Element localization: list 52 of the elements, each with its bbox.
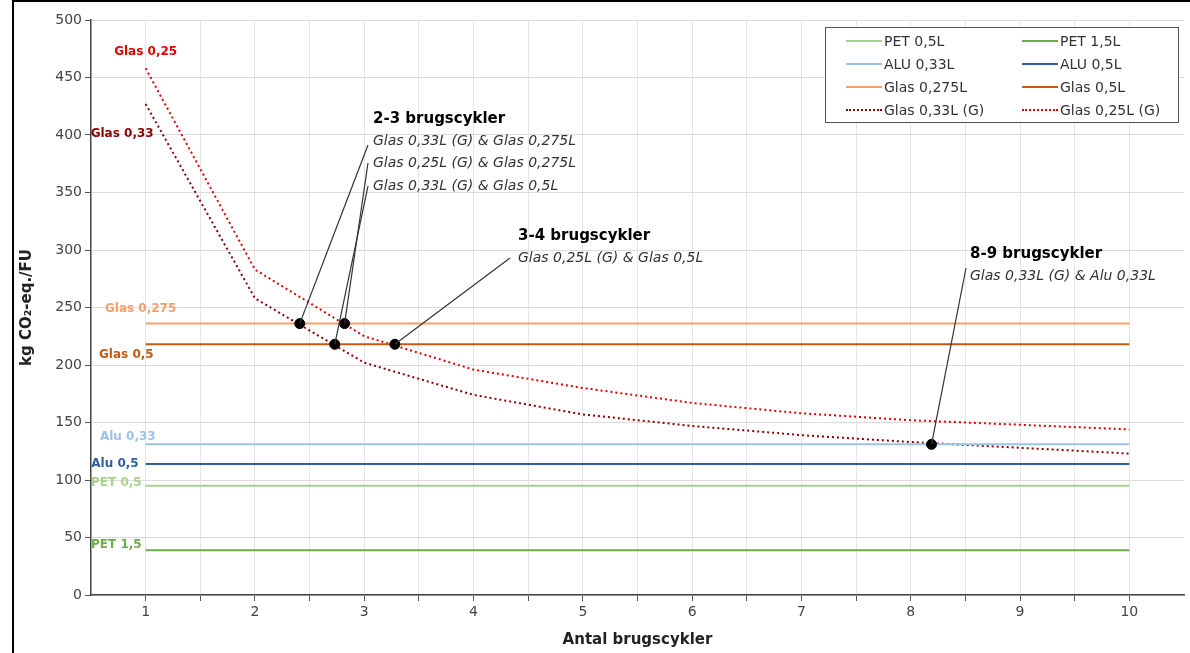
x-tick-label: 2	[250, 603, 260, 620]
legend-label: Glas 0,5L	[1060, 78, 1126, 95]
x-tick-label: 6	[687, 603, 697, 620]
y-tick-label: 450	[55, 68, 82, 85]
x-axis-title: Antal brugscykler	[562, 629, 713, 648]
x-tick-label: 10	[1120, 603, 1139, 620]
annotation: Glas 0,25L (G) & Glas 0,275L	[373, 153, 577, 170]
annotation: Glas 0,33L (G) & Alu 0,33L	[970, 266, 1156, 283]
annotation: Glas 0,33L (G) & Glas 0,5L	[373, 176, 559, 193]
legend-label: ALU 0,33L	[884, 55, 955, 72]
annotation: Alu 0,5	[91, 456, 139, 471]
legend-label: ALU 0,5L	[1060, 55, 1122, 72]
annotation: Glas 0,33L (G) & Glas 0,275L	[373, 131, 577, 148]
y-tick-label: 150	[55, 413, 82, 430]
legend-label: Glas 0,275L	[884, 78, 967, 95]
point	[339, 318, 351, 330]
legend-label: PET 1,5L	[1060, 32, 1121, 49]
legend-label: PET 0,5L	[884, 32, 945, 49]
annotation: Glas 0,25	[114, 44, 178, 59]
point	[294, 318, 306, 330]
annotation: 3-4 brugscykler	[518, 225, 651, 244]
point	[389, 338, 401, 350]
x-tick-label: 3	[359, 603, 369, 620]
y-tick-label: 300	[55, 240, 82, 257]
annotation: Alu 0,33	[99, 429, 156, 444]
point	[329, 338, 341, 350]
point	[926, 438, 938, 450]
annotation: Glas 0,33	[90, 126, 154, 141]
y-tick-label: 400	[55, 125, 82, 142]
annotation: Glas 0,275	[104, 300, 177, 315]
x-tick-label: 7	[796, 603, 806, 620]
y-tick-label: 500	[55, 10, 82, 27]
y-axis-title: kg CO₂-eq./FU	[16, 248, 35, 367]
legend-label: Glas 0,33L (G)	[884, 101, 985, 118]
x-tick-label: 1	[141, 603, 151, 620]
annotation: PET 0,5	[91, 474, 142, 489]
x-tick-label: 9	[1015, 603, 1025, 620]
y-tick-label: 250	[55, 298, 82, 315]
y-tick-label: 50	[64, 528, 82, 545]
x-tick-label: 4	[469, 603, 479, 620]
y-tick-label: 200	[55, 355, 82, 372]
legend-label: Glas 0,25L (G)	[1060, 101, 1161, 118]
annotation: PET 1,5	[91, 537, 142, 552]
x-tick-label: 8	[906, 603, 916, 620]
annotation: 2-3 brugscykler	[373, 108, 506, 127]
y-tick-label: 350	[55, 183, 82, 200]
x-tick-label: 5	[578, 603, 588, 620]
y-tick-label: 0	[73, 585, 82, 602]
annotation: 8-9 brugscykler	[970, 243, 1103, 262]
y-tick-label: 100	[55, 470, 82, 487]
annotation: Glas 0,25L (G) & Glas 0,5L	[518, 248, 704, 265]
annotation: Glas 0,5	[99, 347, 154, 362]
